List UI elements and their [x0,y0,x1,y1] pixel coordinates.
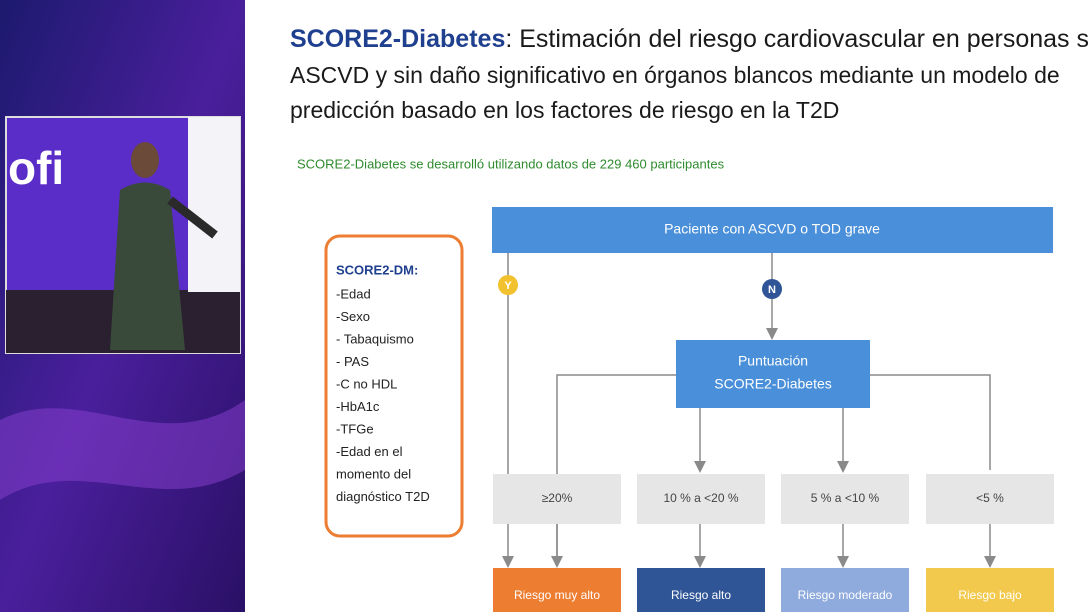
factors-box [324,234,464,538]
threshold-box [781,474,909,524]
outcome-box [926,568,1054,612]
start-label: Paciente con ASCVD o TOD grave [664,221,880,237]
score-node [676,340,870,408]
video-inset: ofi [5,116,241,354]
factors-heading: SCORE2-DM: [336,262,418,277]
factor-item: diagnóstico T2D [336,489,430,504]
logo: ofi [8,142,64,194]
threshold-box [926,474,1054,524]
factor-item: - PAS [336,354,369,369]
title-text: : Estimación del riesgo cardiovascular e… [505,25,1088,53]
threshold-label: ≥20% [542,491,573,505]
risk-rows: ≥20% 10 % a <20 % 5 % a <10 % <5 % Riesgo mu… [493,474,1054,612]
score-label: Puntuación [738,353,808,369]
subtitle: SCORE2-Diabetes se desarrolló utilizando… [297,156,725,171]
threshold-label: 5 % a <10 % [811,491,880,505]
threshold-label: <5 % [976,491,1004,505]
factor-item: -Sexo [336,309,370,324]
factor-item: - Tabaquismo [336,331,414,346]
speaker-head [131,142,159,178]
no-label: N [768,284,776,296]
title-line: predicción basado en los factores de rie… [290,97,839,123]
outcome-box [781,568,909,612]
outcome-box [637,568,765,612]
yes-label: Y [504,280,512,292]
factors-list: -Edad -Sexo - Tabaquismo - PAS -C no HDL -HbA… [336,286,430,504]
factor-item: -HbA1c [336,399,380,414]
factor-item: -Edad [336,286,371,301]
no-badge [762,279,782,299]
factor-item: -TFGe [336,421,374,436]
factor-item: momento del [336,466,411,481]
speaker-body [110,182,185,350]
factor-item: -C no HDL [336,376,397,391]
outcome-label: Riesgo bajo [958,588,1022,602]
score-label: SCORE2-Diabetes [714,376,832,392]
slide-content: SCORE2-Diabetes: Estimación del riesgo c… [290,25,1088,612]
title-line: SCORE2-Diabetes: Estimación del riesgo c… [290,25,1088,53]
outcome-box [493,568,621,612]
outcome-label: Riesgo muy alto [514,588,600,602]
screen-backdrop [188,117,240,292]
threshold-box [493,474,621,524]
factor-item: -Edad en el [336,444,403,459]
speaker-arm [167,196,218,239]
threshold-box [637,474,765,524]
title-line: ASCVD y sin daño significativo en órgano… [290,62,1060,88]
outcome-label: Riesgo alto [671,588,731,602]
background-swoosh [0,400,245,500]
yes-badge [498,275,518,295]
outcome-label: Riesgo moderado [798,588,893,602]
start-node [492,207,1053,253]
threshold-label: 10 % a <20 % [663,491,738,505]
title-bold: SCORE2-Diabetes [290,25,505,53]
